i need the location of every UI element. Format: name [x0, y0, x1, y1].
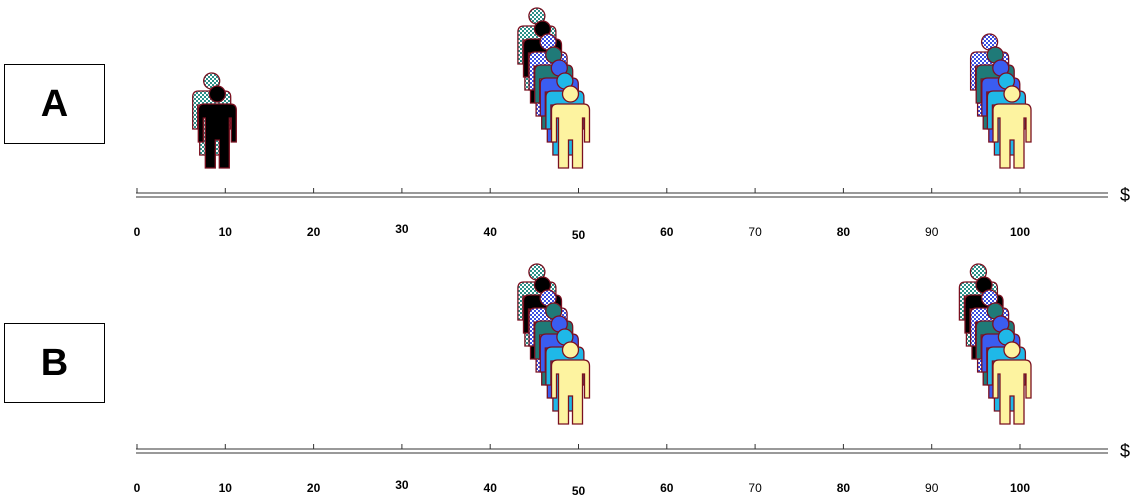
tick-label: 70: [748, 225, 762, 239]
tick-label: 60: [660, 225, 674, 239]
person-icon: [992, 341, 1032, 425]
tick-label: 30: [395, 222, 409, 236]
tick-label: 10: [219, 481, 233, 495]
tick-label: 0: [134, 225, 141, 239]
people-group-at-50: [517, 263, 591, 425]
tick-label: 20: [307, 481, 321, 495]
panel-a-label: A: [40, 82, 69, 125]
people-group-at-100: [969, 33, 1032, 169]
tick-label: 80: [837, 481, 851, 495]
tick-label: 20: [307, 225, 321, 239]
axis-unit-label: $: [1120, 185, 1130, 205]
person-icon: [550, 341, 591, 425]
axes-layer: 0 10 20 30 40 50 60 70 80 90 100 $0 10 20 30 40 50 60 70 80…: [134, 185, 1130, 495]
people-group-at-100: [958, 263, 1032, 425]
tick-label: 50: [572, 228, 586, 242]
panel-a-figures: [192, 7, 1032, 169]
panel-b-label-box: B: [4, 323, 105, 403]
person-icon: [550, 85, 591, 169]
tick-label: 90: [925, 481, 939, 495]
axis-unit-label: $: [1120, 441, 1130, 461]
person-icon: [992, 85, 1032, 169]
tick-label: 100: [1010, 225, 1030, 239]
people-figures-layer: [192, 7, 1032, 425]
panel-a-label-box: A: [4, 64, 105, 144]
tick-label: 90: [925, 225, 939, 239]
tick-label: 10: [219, 225, 233, 239]
person-icon: [197, 85, 237, 169]
tick-label: 80: [837, 225, 851, 239]
people-group-at-10: [192, 72, 237, 169]
tick-label: 50: [572, 484, 586, 495]
tick-label: 40: [484, 225, 498, 239]
panel-a-axis: 0 10 20 30 40 50 60 70 80 90 100 $: [134, 185, 1130, 242]
tick-label: 70: [748, 481, 762, 495]
tick-label: 60: [660, 481, 674, 495]
tick-label: 100: [1010, 481, 1030, 495]
panel-b-figures: [517, 263, 1032, 425]
panel-b-axis: 0 10 20 30 40 50 60 70 80 90 100 $: [134, 441, 1130, 495]
tick-label: 30: [395, 478, 409, 492]
panel-b-label: B: [40, 341, 69, 384]
tick-label: 0: [134, 481, 141, 495]
tick-label: 40: [484, 481, 498, 495]
people-group-at-50: [517, 7, 591, 169]
